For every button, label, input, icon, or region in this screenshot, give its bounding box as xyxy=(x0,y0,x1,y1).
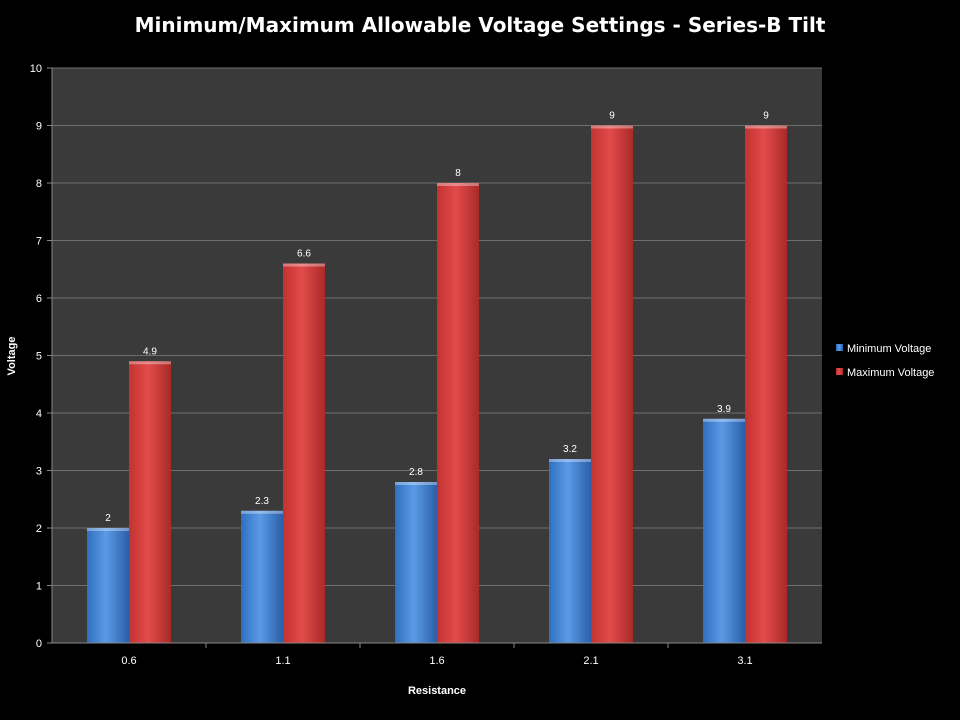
legend-swatch-minimum xyxy=(836,344,843,351)
data-label: 3.2 xyxy=(563,444,577,455)
bar-top-highlight xyxy=(241,510,283,514)
bar-top-highlight xyxy=(129,361,171,365)
bar-minimum-voltage xyxy=(549,459,591,643)
bar-maximum-voltage xyxy=(437,183,479,643)
data-label: 8 xyxy=(455,168,461,179)
bars xyxy=(87,125,787,643)
bar-maximum-voltage xyxy=(591,125,633,643)
y-tick-label: 1 xyxy=(36,581,42,593)
x-tick-label: 1.6 xyxy=(429,655,444,667)
bar-maximum-voltage xyxy=(129,361,171,643)
y-tick-label: 10 xyxy=(30,63,42,75)
x-tick-label: 3.1 xyxy=(737,655,752,667)
bar-minimum-voltage xyxy=(241,510,283,643)
data-label: 2.3 xyxy=(255,496,269,507)
data-labels: 2 4.9 2.3 6.6 2.8 8 3.2 9 3.9 9 xyxy=(105,111,769,525)
legend: Minimum Voltage Maximum Voltage xyxy=(836,343,934,379)
bar-top-highlight xyxy=(395,482,437,485)
bar-top-highlight xyxy=(87,528,129,531)
y-tick-label: 6 xyxy=(36,293,42,305)
y-tick-label: 9 xyxy=(36,121,42,133)
bar-top-highlight xyxy=(283,263,325,267)
bar-minimum-voltage xyxy=(395,482,437,643)
data-label: 6.6 xyxy=(297,249,311,260)
bar-top-highlight xyxy=(591,125,633,129)
bar-maximum-voltage xyxy=(745,125,787,643)
data-label: 3.9 xyxy=(717,404,731,415)
y-tick-label: 2 xyxy=(36,523,42,535)
bar-maximum-voltage xyxy=(283,263,325,643)
x-tick-label: 1.1 xyxy=(275,655,290,667)
bar-top-highlight xyxy=(703,418,745,422)
legend-label-minimum: Minimum Voltage xyxy=(847,343,931,355)
x-tick-label: 2.1 xyxy=(583,655,598,667)
bar-top-highlight xyxy=(745,125,787,129)
legend-label-maximum: Maximum Voltage xyxy=(847,367,934,379)
data-label: 2 xyxy=(105,513,111,524)
y-axis-title: Voltage xyxy=(6,337,18,376)
x-axis-ticks: 0.6 1.1 1.6 2.1 3.1 xyxy=(121,643,753,667)
y-tick-label: 4 xyxy=(36,408,42,420)
y-tick-label: 3 xyxy=(36,466,42,478)
data-label: 2.8 xyxy=(409,467,423,478)
y-axis-ticks: 0 1 2 3 4 5 6 7 8 9 10 xyxy=(30,63,42,650)
data-label: 4.9 xyxy=(143,346,157,357)
data-label: 9 xyxy=(763,111,769,122)
bar-top-highlight xyxy=(549,459,591,462)
bar-top-highlight xyxy=(437,183,479,186)
legend-swatch-maximum xyxy=(836,368,843,375)
data-label: 9 xyxy=(609,111,615,122)
x-axis-title: Resistance xyxy=(408,685,466,697)
y-tick-label: 0 xyxy=(36,638,42,650)
x-tick-label: 0.6 xyxy=(121,655,136,667)
y-tick-label: 8 xyxy=(36,178,42,190)
y-tick-label: 7 xyxy=(36,236,42,248)
y-tick-label: 5 xyxy=(36,351,42,363)
chart-title: Minimum/Maximum Allowable Voltage Settin… xyxy=(135,13,826,37)
bar-minimum-voltage xyxy=(703,418,745,643)
bar-minimum-voltage xyxy=(87,528,129,643)
